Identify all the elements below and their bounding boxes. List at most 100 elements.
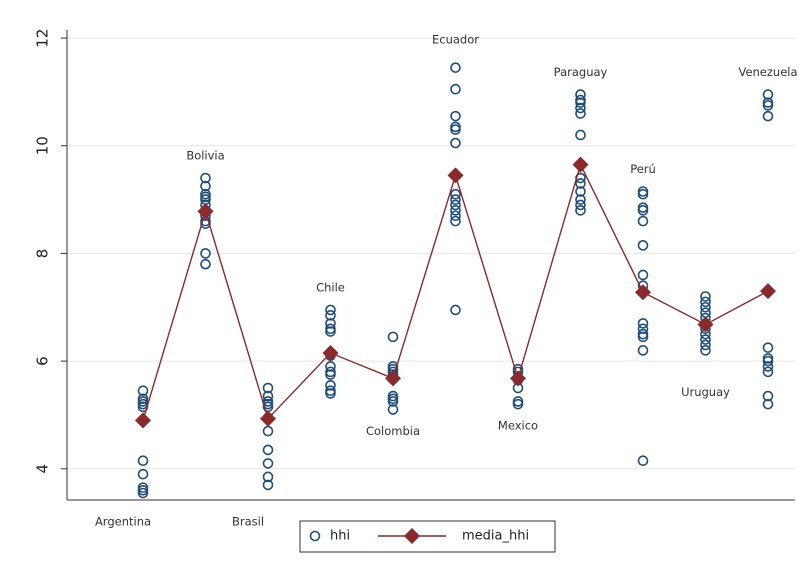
hhi-point	[575, 178, 586, 189]
hhi-point	[387, 404, 399, 415]
hhi-point	[325, 318, 336, 329]
hhi-point	[700, 345, 711, 356]
legend-label: hhi	[330, 529, 350, 544]
hhi-point	[325, 361, 336, 372]
hhi-point	[762, 366, 774, 378]
hhi-point	[137, 487, 149, 499]
hhi-point	[637, 323, 649, 335]
hhi-point	[637, 331, 649, 343]
hhi-point	[700, 301, 711, 313]
category-label: Brasil	[232, 515, 264, 529]
hhi-point	[762, 100, 774, 111]
hhi-point	[450, 304, 461, 316]
hhi-point	[450, 194, 461, 205]
hhi-point	[450, 210, 461, 222]
hhi-point	[262, 390, 274, 402]
legend-symbol	[309, 530, 321, 542]
hhi-point	[450, 83, 461, 95]
category-label: Colombia	[366, 424, 420, 438]
hhi-point	[637, 205, 649, 216]
hhi-point	[262, 471, 274, 483]
hhi-point	[325, 304, 336, 316]
mean-marker	[510, 370, 526, 387]
hhi-point	[637, 345, 649, 356]
category-label: Argentina	[95, 515, 151, 529]
hhi-point	[700, 339, 711, 351]
hhi-point	[325, 388, 336, 399]
hhi-point	[575, 89, 586, 100]
mean-marker	[135, 412, 151, 429]
hhi-point	[762, 361, 774, 372]
mean-marker	[197, 203, 214, 220]
hhi-point	[700, 334, 711, 345]
mean-marker	[385, 370, 401, 387]
hhi-point	[575, 199, 586, 211]
mean-marker	[260, 410, 276, 427]
category-label: Venezuela	[738, 65, 797, 79]
category-label: Paraguay	[554, 65, 608, 79]
hhi-point	[762, 342, 774, 353]
hhi-point	[450, 215, 461, 227]
category-label: Chile	[316, 280, 345, 294]
legend: hhi media_hhi	[299, 520, 556, 553]
hhi-point	[575, 205, 586, 216]
y-tick-label: 10	[34, 136, 52, 155]
hhi-point	[637, 269, 649, 281]
hhi-point	[700, 291, 711, 302]
hhi-point	[762, 110, 774, 122]
y-tick-label: 4	[34, 464, 52, 474]
legend-symbol	[404, 528, 420, 544]
hhi-point	[637, 318, 649, 329]
hhi-point	[200, 172, 211, 184]
hhi-point	[200, 258, 211, 270]
category-label: Uruguay	[681, 385, 730, 399]
mean-marker	[635, 284, 651, 301]
hhi-point	[200, 248, 211, 259]
hhi-point	[200, 180, 211, 192]
hhi-point	[637, 215, 649, 227]
category-label: Perú	[630, 162, 656, 176]
hhi-point	[262, 458, 274, 469]
hhi-point	[387, 396, 399, 407]
hhi-point	[637, 455, 649, 466]
hhi-point	[450, 199, 461, 211]
mean-marker	[322, 345, 339, 362]
y-tick-label: 8	[34, 249, 52, 259]
hhi-point	[325, 310, 336, 321]
category-label: Mexico	[498, 419, 538, 433]
hhi-point	[512, 398, 524, 410]
mean-marker	[760, 283, 776, 300]
mean-marker	[447, 167, 464, 184]
hhi-point	[575, 194, 586, 205]
hhi-point	[262, 382, 274, 394]
hhi-point	[575, 97, 586, 108]
hhi-point	[575, 102, 586, 114]
hhi-point	[450, 110, 461, 122]
category-label: Bolivia	[186, 149, 224, 163]
hhi-point	[137, 385, 149, 397]
hhi-point	[762, 390, 774, 402]
hhi-point	[575, 108, 586, 119]
category-label: Ecuador	[432, 33, 479, 47]
hhi-point	[325, 380, 336, 391]
hhi-point	[450, 137, 461, 149]
hhi-point	[137, 455, 149, 466]
hhi-point	[450, 188, 461, 200]
hhi-point	[637, 188, 649, 200]
hhi-point	[637, 240, 649, 251]
hhi-point	[762, 398, 774, 410]
hhi-point	[325, 326, 336, 337]
mean-marker	[572, 156, 589, 173]
legend-label: media_hhi	[462, 529, 529, 544]
hhi-point	[137, 468, 149, 480]
hhi-point	[762, 355, 774, 367]
hhi-point	[575, 129, 586, 141]
hhi-point	[387, 331, 399, 343]
hhi-point	[700, 296, 711, 308]
mean-marker	[697, 316, 714, 333]
hhi-point	[450, 205, 461, 216]
hhi-point	[325, 369, 336, 380]
hhi-point	[575, 186, 586, 197]
